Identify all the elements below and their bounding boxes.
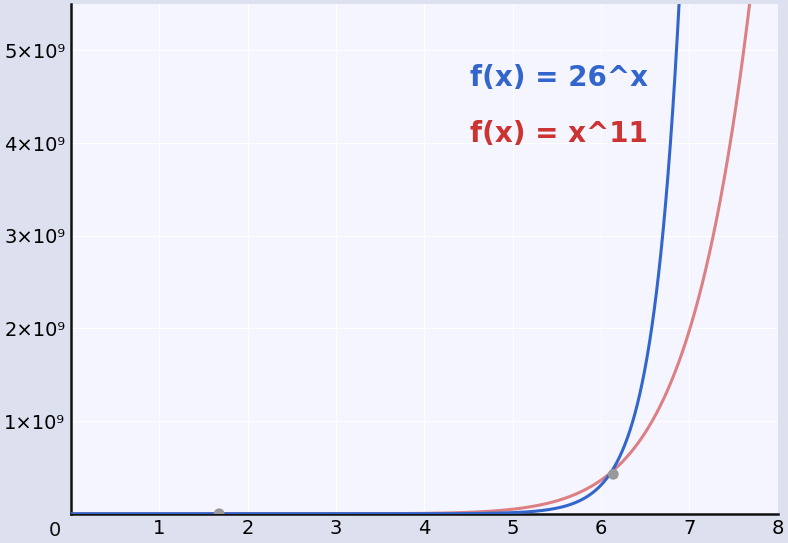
Text: f(x) = x^11: f(x) = x^11: [470, 120, 648, 148]
Point: [607, 470, 619, 478]
Text: 0: 0: [49, 521, 61, 540]
Point: [213, 509, 225, 518]
Text: f(x) = 26^x: f(x) = 26^x: [470, 64, 649, 92]
